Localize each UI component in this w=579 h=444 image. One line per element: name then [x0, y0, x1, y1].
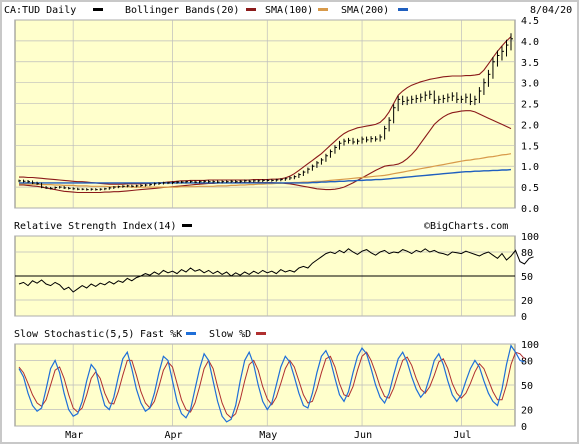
price-tick-label: 2.0 — [521, 120, 539, 131]
rsi-tick-label: 0 — [521, 312, 527, 323]
stoch-grid — [15, 343, 515, 427]
watermark: ©BigCharts.com — [424, 221, 508, 232]
rsi-line — [18, 248, 534, 293]
stoch-tick-label: 20 — [521, 406, 533, 417]
stoch-tick-label: 100 — [521, 340, 539, 351]
sma100-legend-swatch — [318, 8, 328, 11]
price-y-axis: 0.0 0.5 1.0 1.5 2.0 2.5 3.0 3.5 4.0 4.5 — [521, 16, 539, 215]
price-grid — [15, 19, 515, 209]
sma200-line — [19, 168, 512, 184]
stoch-tick-label: 0 — [521, 422, 527, 433]
price-tick-label: 4.5 — [521, 16, 539, 27]
month-label: Mar — [65, 430, 83, 441]
chart-date: 8/04/20 — [530, 5, 572, 16]
price-series — [18, 33, 513, 194]
price-tick-label: 3.0 — [521, 79, 539, 90]
rsi-legend-swatch — [182, 224, 192, 227]
price-tick-label: 0.5 — [521, 183, 539, 194]
rsi-tick-label: 100 — [521, 232, 539, 243]
bollinger-legend-label: Bollinger Bands(20) — [125, 5, 239, 16]
stoch-slow-label: Slow %D — [209, 329, 251, 340]
rsi-tick-label: 80 — [521, 248, 533, 259]
sma200-legend-label: SMA(200) — [341, 5, 389, 16]
stoch-slow-line — [18, 351, 525, 419]
price-tick-label: 0.0 — [521, 204, 539, 215]
stoch-tick-label: 80 — [521, 356, 533, 367]
rsi-y-axis: 0 20 50 80 100 — [521, 232, 539, 323]
rsi-tick-label: 20 — [521, 296, 533, 307]
symbol-label: CA:TUD Daily — [4, 5, 76, 16]
header-legend: CA:TUD Daily Bollinger Bands(20) SMA(100… — [4, 5, 572, 16]
month-label: Jun — [354, 430, 372, 441]
month-label: May — [259, 430, 277, 441]
stoch-slow-swatch — [256, 332, 266, 335]
price-tick-label: 1.5 — [521, 141, 539, 152]
sma200-legend-swatch — [398, 8, 408, 11]
stoch-tick-label: 50 — [521, 381, 533, 392]
rsi-series — [15, 248, 534, 293]
price-tick-label: 4.0 — [521, 37, 539, 48]
stoch-fast-swatch — [186, 332, 196, 335]
stoch-title: Slow Stochastic(5,5) — [14, 329, 134, 340]
sma100-legend-label: SMA(100) — [265, 5, 313, 16]
rsi-title: Relative Strength Index(14) — [14, 221, 177, 232]
stoch-fast-label: Fast %K — [140, 329, 182, 340]
price-tick-label: 1.0 — [521, 162, 539, 173]
x-axis-labels: Mar Apr May Jun Jul — [65, 430, 471, 441]
stoch-title-bar — [2, 324, 577, 342]
sma100-line — [19, 153, 512, 188]
stoch-series — [18, 344, 525, 423]
stoch-y-axis: 0 20 50 80 100 — [521, 340, 539, 433]
stoch-fast-line — [18, 344, 525, 423]
month-label: Apr — [164, 430, 182, 441]
price-panel-background — [14, 19, 516, 209]
rsi-tick-label: 50 — [521, 272, 533, 283]
price-tick-label: 3.5 — [521, 58, 539, 69]
price-tick-label: 2.5 — [521, 100, 539, 111]
bollinger-legend-swatch — [246, 8, 256, 11]
rsi-title-bar — [2, 216, 577, 234]
month-label: Jul — [453, 430, 471, 441]
price-legend-swatch — [93, 8, 103, 11]
